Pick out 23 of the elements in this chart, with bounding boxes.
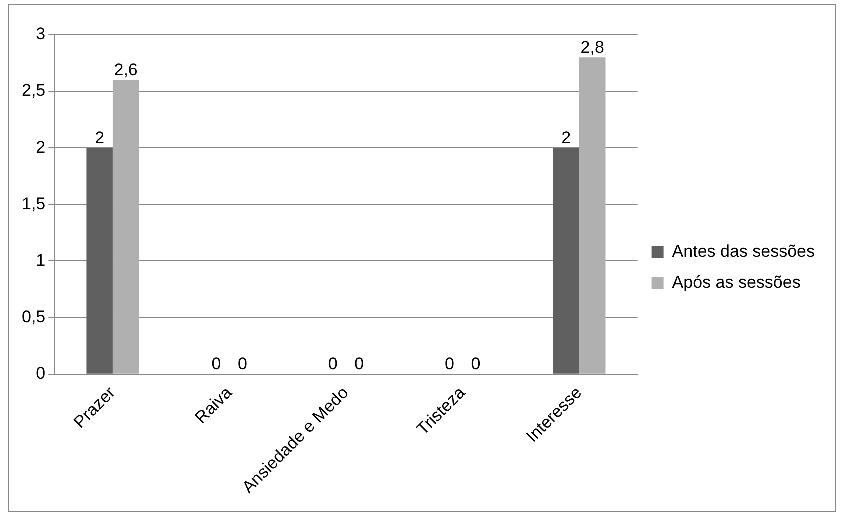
bar: [579, 58, 606, 374]
y-tick-label: 0: [36, 364, 46, 384]
y-tick-label: 2,5: [22, 81, 46, 100]
data-label: 0: [238, 354, 248, 374]
data-label: 0: [328, 354, 338, 374]
data-label: 0: [445, 354, 454, 374]
bar: [553, 148, 580, 374]
data-label: 2,8: [580, 38, 604, 57]
legend-label: Após as sessões: [672, 273, 801, 292]
y-tick-label: 1: [36, 250, 46, 270]
data-label: 2,6: [114, 60, 138, 80]
y-tick-label: 1,5: [22, 194, 46, 214]
y-tick-label: 0,5: [22, 307, 46, 326]
data-label: 2: [562, 128, 572, 148]
y-tick-label: 2: [36, 138, 46, 157]
data-label: 0: [212, 354, 222, 374]
y-tick-label: 3: [36, 24, 46, 44]
bar: [112, 80, 140, 374]
data-label: 2: [95, 128, 105, 148]
data-label: 0: [354, 354, 364, 374]
legend-label: Antes das sessões: [672, 242, 816, 262]
bar: [86, 148, 113, 374]
data-label: 0: [471, 354, 481, 374]
